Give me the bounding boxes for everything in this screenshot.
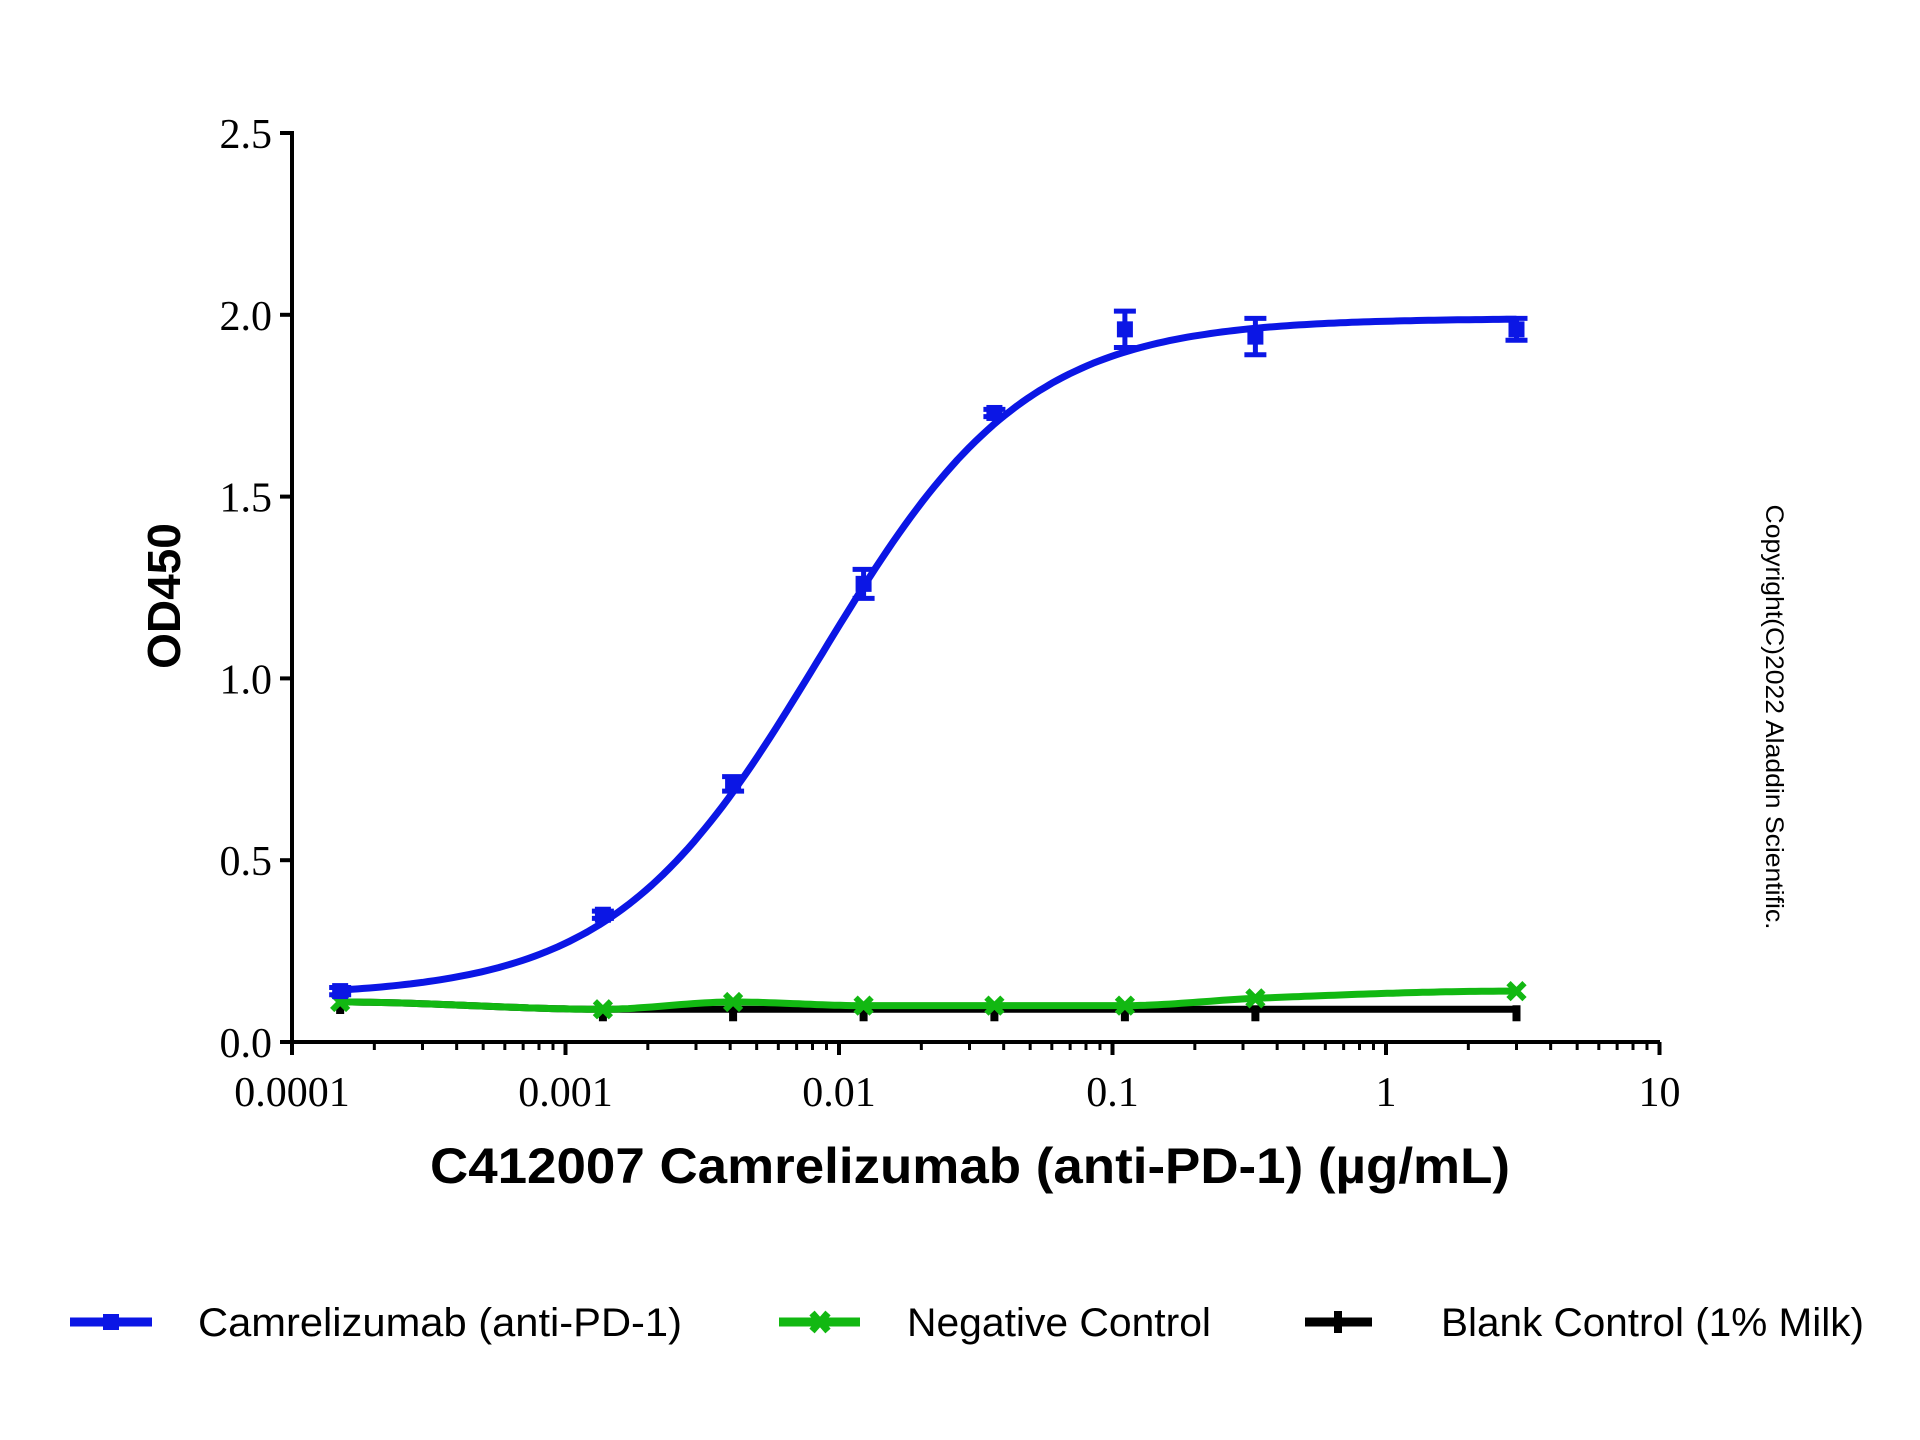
- y-tick-label: 2.0: [220, 294, 273, 340]
- axes: 0.0 0.5 1.0 1.5 2.0 2.5 0.0001 0.001 0.01 0.1 1 10: [220, 112, 1681, 1116]
- data-point: [591, 906, 614, 923]
- x-axis-title: C412007 Camrelizumab (anti-PD-1) (µg/mL): [430, 1138, 1510, 1194]
- series-camrelizumab-anti-pd-1: [329, 308, 1528, 1000]
- marker-plus: [1512, 1005, 1521, 1022]
- series-layer: [329, 308, 1528, 1022]
- x-tick-label: 0.0001: [234, 1070, 350, 1116]
- marker-x: [853, 995, 874, 1016]
- marker-square: [1116, 321, 1133, 338]
- legend-label-camrelizumab: Camrelizumab (anti-PD-1): [198, 1301, 682, 1345]
- legend-item-camrelizumab: Camrelizumab (anti-PD-1): [70, 1301, 682, 1345]
- legend-item-negative-control: Negative Control: [779, 1301, 1211, 1345]
- series-line: [340, 987, 1517, 1013]
- marker-x: [984, 995, 1005, 1016]
- marker-x: [592, 999, 614, 1020]
- data-point: [1512, 1005, 1521, 1022]
- data-point: [1506, 980, 1527, 1002]
- x-tick-label: 1: [1376, 1070, 1397, 1116]
- data-point: [729, 1005, 738, 1022]
- legend: Camrelizumab (anti-PD-1) Negative Contro…: [70, 1301, 1864, 1345]
- marker-plus: [859, 1005, 868, 1022]
- data-point: [1113, 308, 1136, 351]
- data-point: [592, 999, 614, 1020]
- marker-x: [722, 991, 744, 1013]
- marker-square: [855, 575, 872, 592]
- y-tick-label: 0.0: [220, 1021, 273, 1067]
- y-tick-label: 2.5: [220, 112, 273, 158]
- data-point: [1251, 1005, 1260, 1022]
- data-point: [722, 991, 744, 1013]
- y-tick-label: 1.0: [220, 657, 273, 703]
- marker-x: [1114, 995, 1136, 1016]
- y-tick-label: 1.5: [220, 476, 273, 522]
- marker-x: [1245, 988, 1266, 1009]
- x-tick-label: 10: [1639, 1070, 1681, 1116]
- series-line: [339, 315, 1517, 994]
- x-tick-label: 0.1: [1086, 1070, 1139, 1116]
- data-point: [329, 983, 352, 1000]
- y-ticks: 0.0 0.5 1.0 1.5 2.0 2.5: [220, 112, 292, 1067]
- data-point: [852, 566, 875, 601]
- data-point: [853, 995, 874, 1016]
- marker-square: [986, 404, 1003, 421]
- marker-square: [1508, 321, 1525, 338]
- legend-label-negative-control: Negative Control: [907, 1301, 1211, 1345]
- marker-plus: [1251, 1005, 1260, 1022]
- data-point: [859, 1005, 868, 1022]
- marker-x: [1506, 980, 1527, 1002]
- marker-square: [725, 775, 742, 792]
- data-point: [722, 774, 745, 794]
- legend-item-blank-control: Blank Control (1% Milk): [1305, 1301, 1864, 1345]
- marker-square: [332, 983, 349, 1000]
- data-point: [984, 995, 1005, 1016]
- copyright-text: Copyright(C)2022 Aladdin Scientific.: [1760, 505, 1788, 930]
- y-tick-label: 0.5: [220, 839, 273, 885]
- marker-plus: [729, 1005, 738, 1022]
- y-axis-title: OD450: [138, 523, 190, 669]
- x-tick-label: 0.001: [518, 1070, 613, 1116]
- marker-plus: [990, 1005, 999, 1022]
- x-tick-label: 0.01: [802, 1070, 876, 1116]
- marker-plus: [1120, 1005, 1129, 1022]
- x-ticks: 0.0001 0.001 0.01 0.1 1 10: [234, 1042, 1681, 1116]
- legend-label-blank-control: Blank Control (1% Milk): [1441, 1301, 1864, 1345]
- data-point: [1245, 988, 1266, 1009]
- legend-marker-x-icon: [809, 1310, 831, 1334]
- data-point: [1114, 995, 1136, 1016]
- legend-marker-plus-icon: [1334, 1311, 1342, 1333]
- series-negative-control: [330, 980, 1527, 1020]
- data-point: [983, 404, 1006, 421]
- marker-square: [1247, 328, 1264, 345]
- marker-square: [594, 906, 611, 923]
- legend-marker-square-icon: [103, 1314, 119, 1330]
- data-point: [1244, 315, 1267, 358]
- data-point: [990, 1005, 999, 1022]
- data-point: [1505, 315, 1528, 343]
- data-point: [1120, 1005, 1129, 1022]
